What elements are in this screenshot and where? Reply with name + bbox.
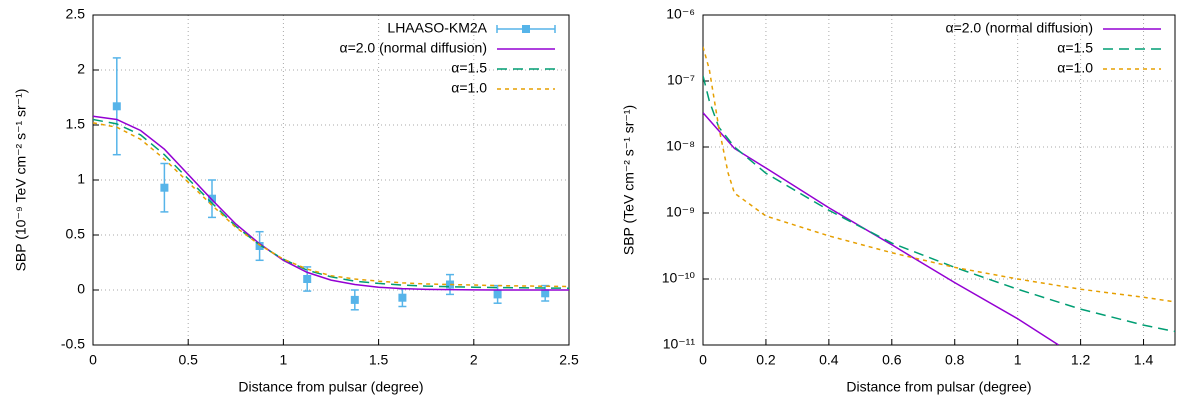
- plot-frame: [702, 14, 1176, 346]
- model-curve: [93, 122, 569, 288]
- x-tick-label: 1.4: [1134, 352, 1154, 368]
- x-tick-label: 0.2: [756, 352, 776, 368]
- x-tick-label: 0.8: [945, 352, 965, 368]
- chart: 0 0.2 0.4 0.6 0.8 1 1.2 1.4 10⁻¹¹ 10⁻¹⁰ 10⁻⁹ 10⁻⁸ 10…: [621, 6, 1176, 395]
- y-tick-label: 0: [77, 281, 85, 297]
- x-tick-label: 2.5: [559, 352, 579, 368]
- x-tick-label: 0.6: [882, 352, 902, 368]
- y-axis-label: SBP (10⁻⁹ TeV cm⁻² s⁻¹ sr⁻¹): [13, 89, 29, 272]
- y-tick-label: 10⁻⁷: [667, 72, 695, 88]
- legend-label: α=1.5: [1057, 40, 1093, 56]
- y-tick-label: 10⁻¹¹: [663, 336, 696, 352]
- y-tick-label: 2.5: [66, 6, 86, 22]
- data-point: [541, 289, 550, 298]
- legend-swatch: [522, 25, 530, 33]
- y-tick-label: 10⁻⁸: [666, 138, 695, 154]
- y-tick-label: 10⁻⁶: [666, 6, 695, 22]
- y-tick-label: 10⁻⁹: [666, 204, 695, 220]
- data-point: [255, 242, 264, 250]
- x-tick-label: 0: [89, 352, 97, 368]
- model-curve: [703, 112, 1059, 345]
- legend-label: LHAASO-KM2A: [387, 20, 487, 36]
- plot-area: [93, 57, 569, 311]
- y-tick-label: 1: [77, 171, 85, 187]
- data-point: [208, 194, 216, 203]
- legend-label: α=2.0 (normal diffusion): [945, 20, 1093, 36]
- x-axis-label: Distance from pulsar (degree): [238, 379, 423, 395]
- model-curve: [703, 75, 1175, 333]
- legend-label: α=1.5: [451, 60, 487, 76]
- data-point: [160, 183, 169, 192]
- plot-frame: [92, 14, 570, 346]
- x-tick-label: 0.4: [819, 352, 839, 368]
- legend-label: α=1.0: [1057, 60, 1093, 76]
- y-tick-label: -0.5: [61, 336, 85, 352]
- y-tick-label: 10⁻¹⁰: [662, 270, 696, 286]
- legend-label: α=2.0 (normal diffusion): [339, 40, 487, 56]
- x-tick-label: 1: [1014, 352, 1022, 368]
- y-axis-label: SBP (TeV cm⁻² s⁻¹ sr⁻¹): [621, 105, 637, 255]
- legend-label: α=1.0: [451, 80, 487, 96]
- plot-area: [703, 46, 1175, 345]
- data-point: [493, 290, 502, 299]
- x-tick-label: 1: [280, 352, 288, 368]
- x-tick-label: 0: [699, 352, 707, 368]
- y-tick-label: 2: [77, 61, 85, 77]
- x-tick-label: 2: [470, 352, 478, 368]
- y-tick-label: 0.5: [66, 226, 86, 242]
- model-curve: [703, 46, 1175, 303]
- data-point: [446, 280, 454, 289]
- model-curve: [93, 115, 569, 291]
- x-tick-label: 0.5: [178, 352, 198, 368]
- model-curve: [93, 118, 569, 289]
- x-axis-label: Distance from pulsar (degree): [846, 379, 1031, 395]
- data-point: [112, 102, 121, 111]
- x-tick-label: 1.2: [1071, 352, 1091, 368]
- x-tick-label: 1.5: [369, 352, 389, 368]
- data-point: [303, 275, 312, 283]
- data-point: [350, 295, 359, 304]
- data-point: [398, 293, 407, 302]
- y-tick-label: 1.5: [66, 116, 86, 132]
